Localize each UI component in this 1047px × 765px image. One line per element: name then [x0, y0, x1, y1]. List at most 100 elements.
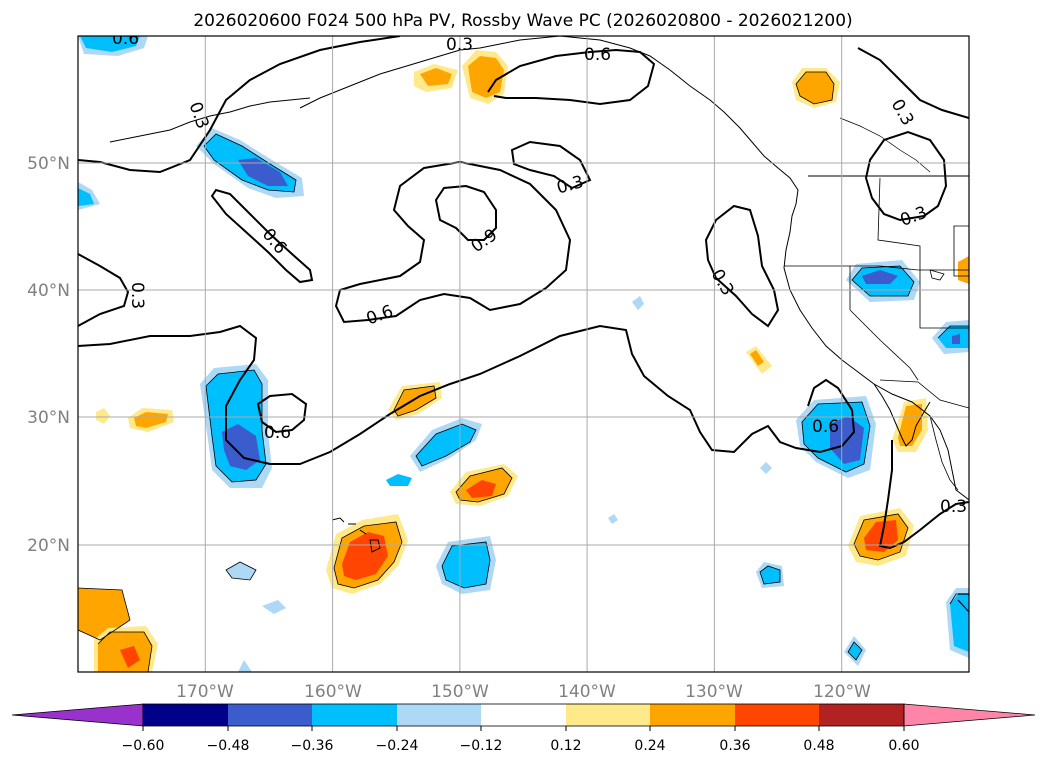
anomaly-positive — [750, 350, 764, 366]
lat-tick-label: 20°N — [27, 536, 70, 556]
anomaly-negative — [632, 296, 644, 310]
anomaly-positive — [342, 532, 388, 580]
colorbar-segment — [397, 704, 481, 726]
anomaly-negative — [238, 660, 252, 672]
anomaly-positive — [120, 646, 140, 668]
bottom-right-coast — [957, 593, 969, 613]
pv-anomaly-fills — [78, 36, 969, 672]
contour-label: 0.3 — [940, 497, 967, 517]
map-panel: 0.6 0.3 0.6 0.3 0.3 0.6 0.3 0.9 0.6 0.3 … — [27, 29, 970, 702]
anomaly-negative — [760, 462, 772, 474]
lon-tick-label: 150°W — [431, 682, 489, 702]
anomaly-negative — [862, 270, 898, 284]
contour-0.3-canada — [857, 47, 969, 119]
us-west-coast — [783, 267, 969, 501]
colorbar-segment — [143, 704, 228, 726]
colorbar-tick-label: −0.60 — [122, 738, 165, 754]
latitude-labels: 50°N 40°N 30°N 20°N — [27, 154, 70, 556]
mexico-border — [879, 379, 969, 409]
colorbar-segment — [481, 704, 566, 726]
anomaly-negative — [442, 542, 490, 588]
anomaly-negative — [262, 600, 286, 614]
lon-tick-label: 160°W — [304, 682, 362, 702]
colorbar-ticks — [142, 726, 905, 731]
anomaly-positive — [466, 480, 496, 498]
state-border — [850, 265, 969, 271]
lat-tick-label: 40°N — [27, 281, 70, 301]
contour-0.9-central — [434, 184, 497, 241]
anomaly-negative — [760, 566, 780, 584]
colorbar-tick-labels: −0.60 −0.48 −0.36 −0.24 −0.12 0.12 0.24 … — [122, 738, 920, 754]
contour-0.6-alaska — [487, 48, 656, 106]
contour-0.6-central — [334, 160, 572, 324]
contour-0.3-west — [78, 253, 130, 327]
canada-interior — [839, 117, 931, 173]
contour-0.3-aleutian — [510, 140, 592, 190]
contour-0.6-ring — [256, 392, 308, 434]
colorbar-extend-low — [11, 703, 144, 727]
anomaly-negative — [80, 36, 140, 52]
contour-label: 0.6 — [264, 423, 291, 443]
inland-lake — [929, 269, 945, 281]
anomaly-positive — [898, 404, 922, 446]
anomaly-negative — [952, 334, 960, 344]
anomaly-positive — [420, 68, 452, 86]
state-border — [877, 177, 969, 329]
contour-0.6-west — [210, 188, 314, 284]
contour-0.6-main — [78, 324, 856, 465]
anomaly-positive — [796, 72, 834, 104]
anomaly-positive — [78, 588, 130, 640]
colorbar-tick-label: 0.36 — [719, 738, 750, 754]
alaska-coast — [299, 36, 561, 109]
colorbar-tick-label: −0.12 — [460, 738, 503, 754]
colorbar-tick-label: 0.48 — [803, 738, 834, 754]
mexico-coast — [929, 415, 959, 491]
anomaly-negative — [950, 594, 969, 652]
anomaly-negative — [78, 188, 94, 206]
colorbar-tick-label: −0.24 — [376, 738, 419, 754]
colorbar-tick-label: 0.24 — [634, 738, 665, 754]
lat-tick-label: 50°N — [27, 154, 70, 174]
colorbar-segment — [735, 704, 819, 726]
contour-0.3-north — [78, 36, 401, 174]
colorbar-extend-high — [903, 703, 1036, 727]
contour-label: 0.3 — [446, 35, 473, 55]
anomaly-negative — [238, 158, 288, 186]
colorbar: −0.60 −0.48 −0.36 −0.24 −0.12 0.12 0.24 … — [11, 703, 1036, 754]
alaska-southcoast — [559, 36, 799, 205]
hawaii-islands — [331, 517, 381, 553]
contour-0.3-baja — [878, 440, 969, 550]
coastlines — [109, 36, 969, 613]
state-border — [849, 309, 919, 381]
colorbar-segment — [566, 704, 650, 726]
colorbar-tick-label: 0.60 — [888, 738, 919, 754]
contour-label: 0.6 — [112, 29, 139, 49]
colorbar-segment — [819, 704, 904, 726]
colorbar-tick-label: −0.36 — [291, 738, 334, 754]
contour-0.3-pacific-nw — [704, 204, 780, 328]
state-border — [953, 225, 969, 277]
figure-title: 2026020600 F024 500 hPa PV, Rossby Wave … — [193, 11, 852, 31]
graticule — [78, 36, 969, 672]
colorbar-frame — [142, 703, 905, 727]
contour-label: 0.3 — [127, 282, 147, 309]
baja-peninsula — [873, 383, 931, 447]
anomaly-negative — [386, 474, 412, 486]
lon-tick-label: 130°W — [685, 682, 743, 702]
lon-tick-label: 170°W — [176, 682, 234, 702]
lat-tick-label: 30°N — [27, 408, 70, 428]
contour-label: 0.6 — [584, 45, 611, 65]
lon-tick-label: 140°W — [558, 682, 616, 702]
lon-tick-label: 120°W — [813, 682, 871, 702]
map-frame — [77, 35, 970, 673]
canada-coast — [783, 203, 797, 269]
anomaly-positive — [468, 56, 504, 98]
contour-0.3-intermountain — [864, 130, 948, 222]
aleutian-islands — [109, 97, 311, 143]
pv-contours — [78, 36, 969, 550]
anomaly-negative — [416, 424, 476, 466]
colorbar-segment — [228, 704, 312, 726]
colorbar-segment — [650, 704, 735, 726]
anomaly-positive — [96, 408, 110, 424]
colorbar-tick-label: −0.48 — [207, 738, 250, 754]
